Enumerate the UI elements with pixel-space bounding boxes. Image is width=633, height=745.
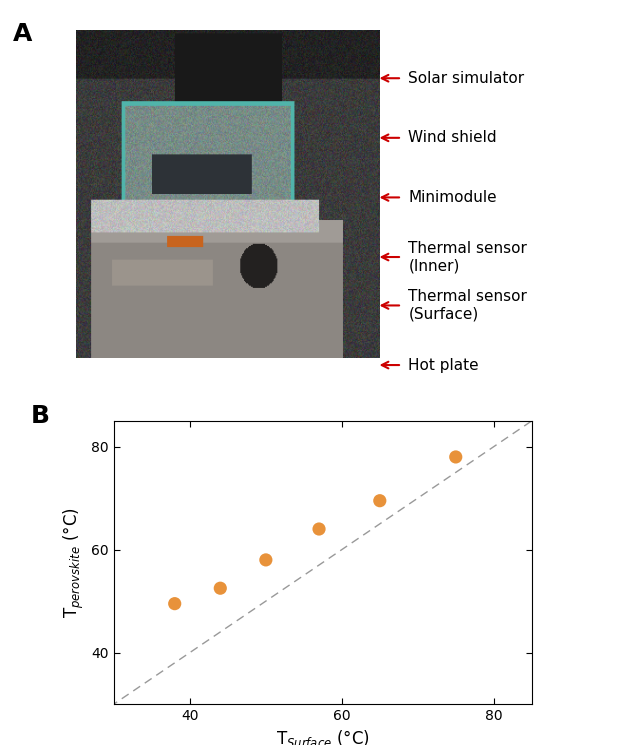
- Y-axis label: T$_{perovskite}$ (°C): T$_{perovskite}$ (°C): [61, 507, 86, 618]
- Text: Thermal sensor
(Surface): Thermal sensor (Surface): [408, 289, 527, 322]
- Text: B: B: [30, 404, 49, 428]
- Text: Wind shield: Wind shield: [408, 130, 497, 145]
- Point: [451, 451, 461, 463]
- Point: [375, 495, 385, 507]
- Point: [314, 523, 324, 535]
- Text: Thermal sensor
(Inner): Thermal sensor (Inner): [408, 241, 527, 273]
- Point: [215, 583, 225, 595]
- Text: Hot plate: Hot plate: [408, 358, 479, 372]
- Point: [261, 554, 271, 566]
- Point: [170, 597, 180, 609]
- X-axis label: T$_{Surface}$ (°C): T$_{Surface}$ (°C): [276, 729, 370, 745]
- Text: Minimodule: Minimodule: [408, 190, 497, 205]
- Text: A: A: [13, 22, 32, 46]
- Text: Solar simulator: Solar simulator: [408, 71, 524, 86]
